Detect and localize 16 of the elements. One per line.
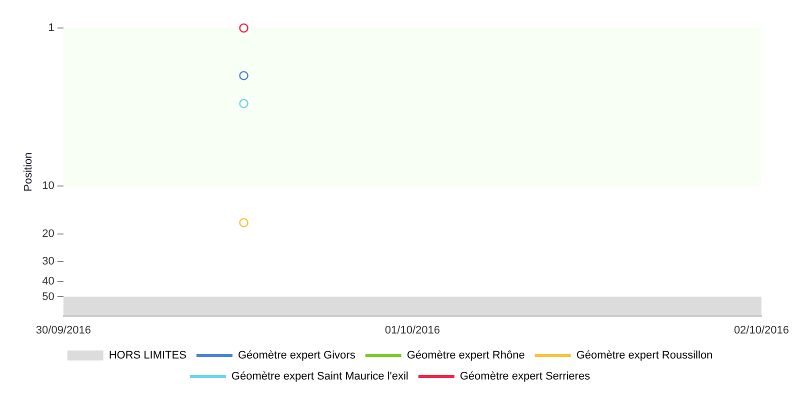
legend-label: HORS LIMITES bbox=[108, 350, 186, 362]
y-tick-label: 20 bbox=[42, 228, 54, 240]
x-tick-label: 30/09/2016 bbox=[36, 324, 91, 336]
y-tick-label: 30 bbox=[42, 256, 54, 268]
y-tick-label: 10 bbox=[42, 180, 54, 192]
legend-label: Géomètre expert Serrieres bbox=[460, 370, 591, 383]
y-tick-label: 50 bbox=[42, 290, 54, 303]
legend-label: Géomètre expert Rhône bbox=[406, 350, 525, 362]
legend-label: Géomètre expert Roussillon bbox=[576, 350, 713, 362]
x-tick-label: 02/10/2016 bbox=[734, 324, 790, 336]
legend-label: Géomètre expert Saint Maurice l'exil bbox=[231, 370, 408, 383]
legend-label: Géomètre expert Givors bbox=[238, 350, 356, 362]
y-axis-title: Position bbox=[22, 152, 35, 192]
y-tick-label: 40 bbox=[42, 275, 54, 288]
x-tick-label: 01/10/2016 bbox=[384, 324, 440, 336]
y-tick-label: 1 bbox=[48, 22, 54, 34]
